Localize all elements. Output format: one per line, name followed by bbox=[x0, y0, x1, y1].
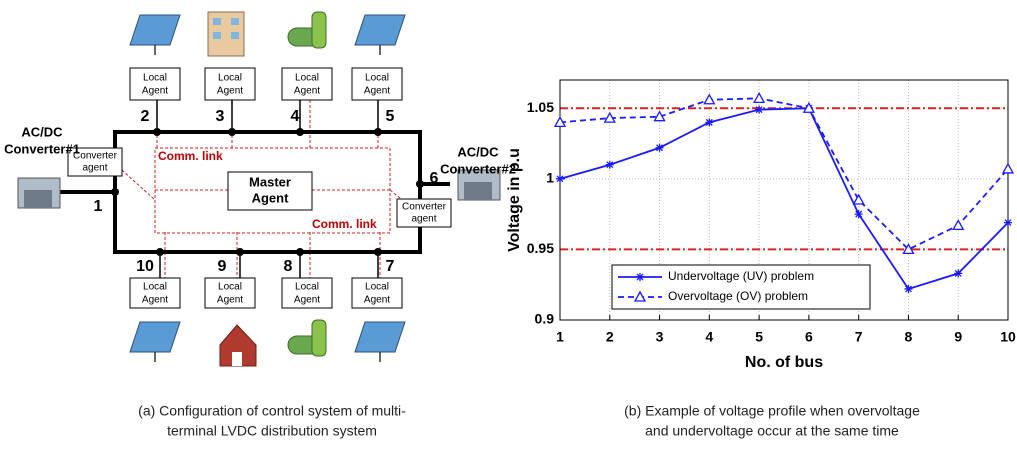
x-tick-label: 4 bbox=[705, 329, 713, 345]
x-tick-label: 5 bbox=[755, 329, 763, 345]
converter-agent-label: Converter bbox=[402, 202, 447, 213]
comm-link-label: Comm. link bbox=[312, 217, 377, 231]
legend-label: Undervoltage (UV) problem bbox=[668, 269, 814, 283]
agent-label: Local bbox=[295, 73, 319, 84]
marker bbox=[656, 144, 664, 152]
x-tick-label: 10 bbox=[1000, 329, 1016, 345]
caption: (b) Example of voltage profile when over… bbox=[624, 403, 920, 419]
bus-number: 5 bbox=[386, 108, 395, 125]
converter-title: Converter#1 bbox=[4, 141, 80, 156]
marker bbox=[855, 210, 863, 218]
y-tick-label: 0.9 bbox=[535, 311, 555, 327]
agent-label: Local bbox=[143, 73, 167, 84]
legend-marker bbox=[636, 273, 644, 281]
x-tick-label: 2 bbox=[606, 329, 614, 345]
marker bbox=[954, 269, 962, 277]
agent-label: Local bbox=[143, 282, 167, 293]
marker bbox=[606, 161, 614, 169]
y-tick-label: 0.95 bbox=[527, 240, 554, 256]
bus-number: 6 bbox=[430, 170, 439, 187]
comm-link-label: Comm. link bbox=[158, 149, 223, 163]
caption: terminal LVDC distribution system bbox=[167, 423, 377, 439]
x-tick-label: 3 bbox=[656, 329, 664, 345]
bus-number: 2 bbox=[141, 108, 150, 125]
marker bbox=[904, 285, 912, 293]
agent-label: Local bbox=[218, 282, 242, 293]
converter-title: AC/DC bbox=[457, 144, 499, 159]
x-tick-label: 1 bbox=[556, 329, 564, 345]
bus-number: 9 bbox=[218, 258, 227, 275]
agent-label: Local bbox=[365, 73, 389, 84]
x-tick-label: 8 bbox=[905, 329, 913, 345]
y-tick-label: 1.05 bbox=[527, 99, 554, 115]
marker bbox=[755, 106, 763, 114]
agent-label: Local bbox=[365, 282, 389, 293]
converter-title: Converter#2 bbox=[440, 161, 516, 176]
agent-label: Agent bbox=[364, 295, 390, 306]
bus-number: 8 bbox=[284, 258, 293, 275]
caption: and undervoltage occur at the same time bbox=[645, 423, 899, 439]
converter-agent-label: agent bbox=[411, 214, 436, 225]
bus-number: 3 bbox=[216, 108, 225, 125]
agent-label: Agent bbox=[294, 86, 320, 97]
agent-label: Local bbox=[218, 73, 242, 84]
agent-label: Agent bbox=[217, 86, 243, 97]
master-label: Master bbox=[249, 174, 291, 189]
x-axis-label: No. of bus bbox=[745, 354, 823, 371]
agent-label: Agent bbox=[294, 295, 320, 306]
bus-number: 1 bbox=[94, 198, 103, 215]
y-tick-label: 1 bbox=[546, 170, 554, 186]
marker bbox=[705, 118, 713, 126]
diagram: Local Agent Local Agent Local Agent Local Ag… bbox=[4, 12, 516, 366]
y-axis-label: Voltage in p.u bbox=[506, 148, 523, 252]
marker bbox=[1004, 219, 1012, 227]
legend-label: Overvoltage (OV) problem bbox=[668, 289, 808, 303]
marker bbox=[556, 175, 564, 183]
agent-label: Agent bbox=[364, 86, 390, 97]
agent-label: Local bbox=[295, 282, 319, 293]
converter-agent-label: agent bbox=[82, 163, 107, 174]
bus-number: 7 bbox=[386, 258, 395, 275]
bus-number: 10 bbox=[136, 258, 154, 275]
master-label: Agent bbox=[252, 190, 290, 205]
x-tick-label: 9 bbox=[954, 329, 962, 345]
figure: Local Agent Local Agent Local Agent Local Ag… bbox=[0, 0, 1017, 444]
x-tick-label: 7 bbox=[855, 329, 863, 345]
agent-label: Agent bbox=[142, 295, 168, 306]
agent-label: Agent bbox=[142, 86, 168, 97]
caption: (a) Configuration of control system of m… bbox=[138, 403, 406, 419]
bus-number: 4 bbox=[291, 108, 300, 125]
x-tick-label: 6 bbox=[805, 329, 813, 345]
agent-label: Agent bbox=[217, 295, 243, 306]
converter-title: AC/DC bbox=[21, 124, 63, 139]
